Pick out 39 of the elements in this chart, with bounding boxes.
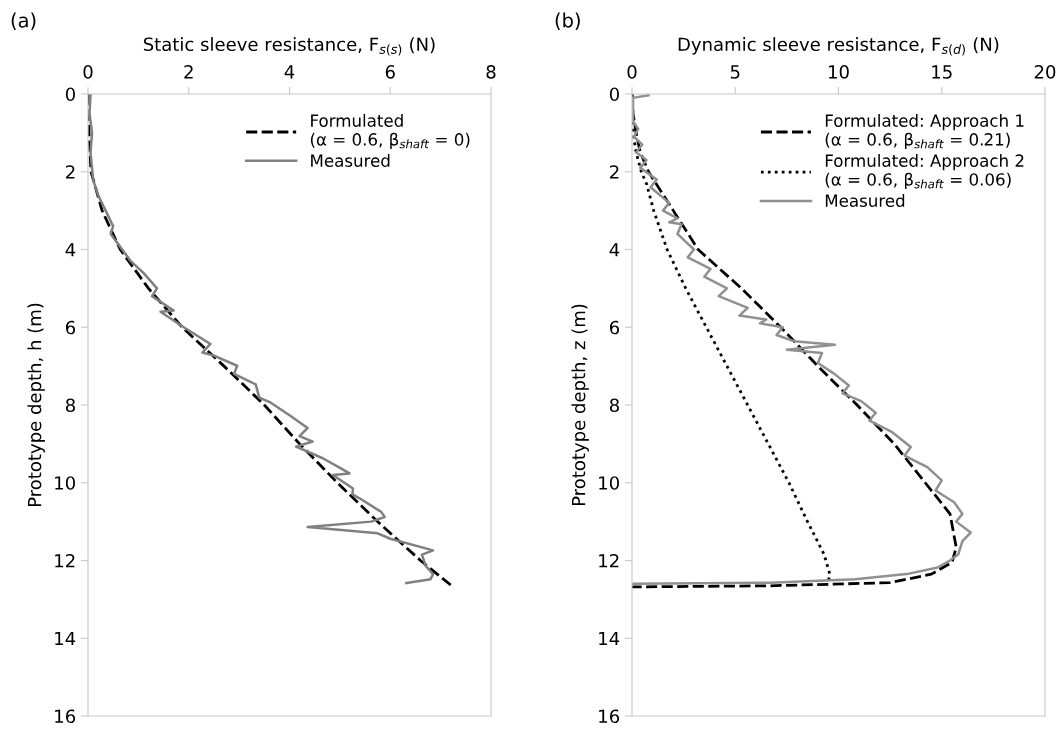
text: (a) (11, 12, 36, 30)
x-axis-title: Dynamic sleeve resistance, F$_{s(d)}$ (N) (678, 37, 999, 56)
y-tick-label: 0 (65, 87, 75, 102)
legend-label: Measured (825, 194, 905, 207)
y-tick-label: 6 (65, 320, 76, 335)
y-tick-label: 0 (609, 87, 619, 102)
x-tick-label: 5 (730, 65, 740, 79)
y-tick-label: 14 (599, 631, 620, 646)
y-tick-label: 10 (55, 476, 75, 490)
y-tick-label: 4 (65, 243, 76, 257)
text: (b) (555, 12, 580, 30)
legend-label: Measured (311, 154, 390, 167)
y-tick-label: 16 (599, 709, 620, 724)
y-tick-label: 2 (610, 165, 619, 179)
y-tick-label: 12 (599, 553, 619, 568)
x-tick-label: 15 (932, 65, 952, 79)
x-tick-label: 4 (284, 65, 295, 79)
y-tick-label: 4 (609, 243, 620, 257)
y-tick-label: 10 (599, 476, 619, 490)
x-tick-label: 20 (1034, 65, 1056, 79)
y-tick-label: 14 (55, 631, 76, 646)
x-tick-label: 8 (486, 65, 496, 79)
x-tick-label: 10 (829, 65, 849, 79)
x-tick-label: 2 (184, 65, 193, 79)
legend-label: Formulated: Approach 1 (α = 0.6, β$_{shaft}$ = 0.21) (825, 114, 1024, 149)
x-tick-label: 0 (627, 65, 637, 79)
y-tick-label: 12 (55, 553, 75, 568)
y-tick-label: 2 (66, 165, 75, 179)
y-tick-label: 16 (55, 709, 76, 724)
legend-label: Formulated: Approach 2 (α = 0.6, β$_{shaft}$ = 0.06) (825, 154, 1024, 189)
x-axis-title: Static sleeve resistance, F$_{s(s)}$ (N) (143, 37, 435, 56)
y-tick-label: 8 (65, 398, 75, 413)
legend-label: Formulated (α = 0.6, β$_{shaft}$ = 0) (310, 114, 470, 149)
y-tick-label: 6 (609, 320, 620, 335)
y-tick-label: 8 (609, 398, 619, 413)
x-tick-label: 0 (83, 65, 93, 79)
y-axis-title: Prototype depth, h (m) (27, 303, 45, 507)
x-tick-label: 6 (385, 65, 395, 79)
y-axis-title: Prototype depth, z (m) (571, 304, 589, 506)
